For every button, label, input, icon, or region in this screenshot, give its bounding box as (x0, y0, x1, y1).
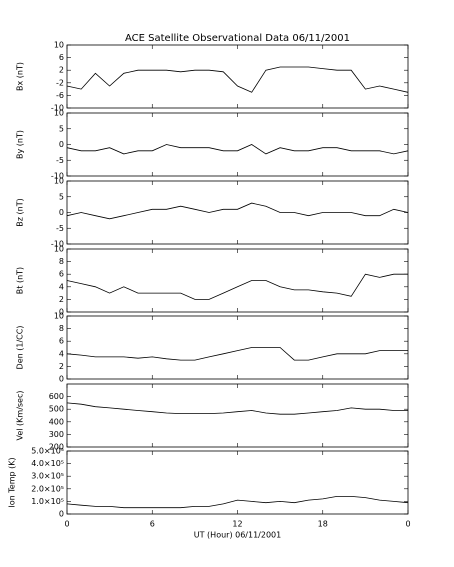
y-axis-label: Den (1/CC) (16, 326, 25, 370)
y-tick-label: 2 (59, 66, 64, 75)
data-line (66, 496, 409, 509)
y-tick-label: 4 (59, 349, 64, 358)
y-tick-label: 6 (59, 270, 64, 279)
y-tick-label: -10 (51, 240, 64, 249)
y-axis-label: Bt (nT) (16, 267, 25, 294)
data-line (66, 273, 408, 300)
panel-frame (66, 315, 409, 380)
y-tick-label: 5.0×10⁵ (31, 447, 64, 456)
data-line (66, 66, 409, 93)
x-tick-label: 0 (405, 520, 410, 529)
y-axis-label: By (nT) (16, 130, 25, 159)
y-tick-label: 10 (54, 41, 64, 50)
y-tick-label: 2 (59, 295, 64, 304)
y-tick-label: 10 (54, 312, 64, 321)
y-tick-label: 6 (59, 53, 64, 62)
y-axis-label: Bz (nT) (16, 198, 25, 226)
panel-frame (66, 248, 409, 313)
y-tick-label: 8 (59, 324, 64, 333)
y-tick-label: 500 (49, 405, 64, 414)
panel-frame (66, 180, 409, 245)
y-tick-label: 8 (59, 257, 64, 266)
panel-frame (66, 383, 409, 448)
x-tick-label: 6 (150, 520, 155, 529)
y-tick-label: 0 (59, 510, 64, 519)
chart-title: ACE Satellite Observational Data 06/11/2… (125, 33, 350, 44)
y-tick-label: -6 (56, 91, 64, 100)
y-tick-label: 4 (59, 282, 64, 291)
panel-frame (66, 450, 409, 515)
y-axis-label: Vel (Km/sec) (16, 390, 25, 440)
y-tick-label: -10 (51, 104, 64, 113)
y-tick-label: -5 (56, 224, 64, 233)
y-tick-label: 10 (54, 109, 64, 118)
y-tick-label: 0 (59, 208, 64, 217)
y-tick-label: 5 (59, 192, 64, 201)
x-tick-label: 12 (232, 520, 242, 529)
y-tick-label: 200 (49, 443, 64, 452)
y-tick-label: 10 (54, 245, 64, 254)
y-tick-label: 5 (59, 124, 64, 133)
y-tick-label: 3.0×10⁵ (31, 472, 64, 481)
y-tick-label: 0 (59, 375, 64, 384)
data-line (66, 402, 408, 415)
x-tick-label: 18 (318, 520, 328, 529)
y-tick-label: 400 (49, 417, 64, 426)
y-axis-label: Bx (nT) (16, 62, 25, 91)
y-tick-label: 600 (49, 392, 64, 401)
panel-frame (66, 44, 409, 109)
y-tick-label: -10 (51, 172, 64, 181)
y-tick-label: -5 (56, 156, 64, 165)
y-axis-label: Ion Temp (K) (8, 457, 17, 507)
y-tick-label: 300 (49, 430, 64, 439)
data-line (66, 144, 409, 155)
y-tick-label: 6 (59, 337, 64, 346)
y-tick-label: 4.0×10⁵ (31, 459, 64, 468)
y-tick-label: 2 (59, 362, 64, 371)
x-tick-label: 0 (64, 520, 69, 529)
panel-frame (66, 112, 409, 177)
x-axis-label: UT (Hour) 06/11/2001 (194, 531, 281, 540)
data-line (66, 347, 408, 361)
y-tick-label: 10 (54, 177, 64, 186)
data-line (66, 202, 409, 220)
y-tick-label: 1.0×10⁵ (31, 497, 64, 506)
y-tick-label: 0 (59, 140, 64, 149)
y-tick-label: 0 (59, 308, 64, 317)
y-tick-label: -2 (56, 78, 64, 87)
y-tick-label: 2.0×10⁵ (31, 484, 64, 493)
